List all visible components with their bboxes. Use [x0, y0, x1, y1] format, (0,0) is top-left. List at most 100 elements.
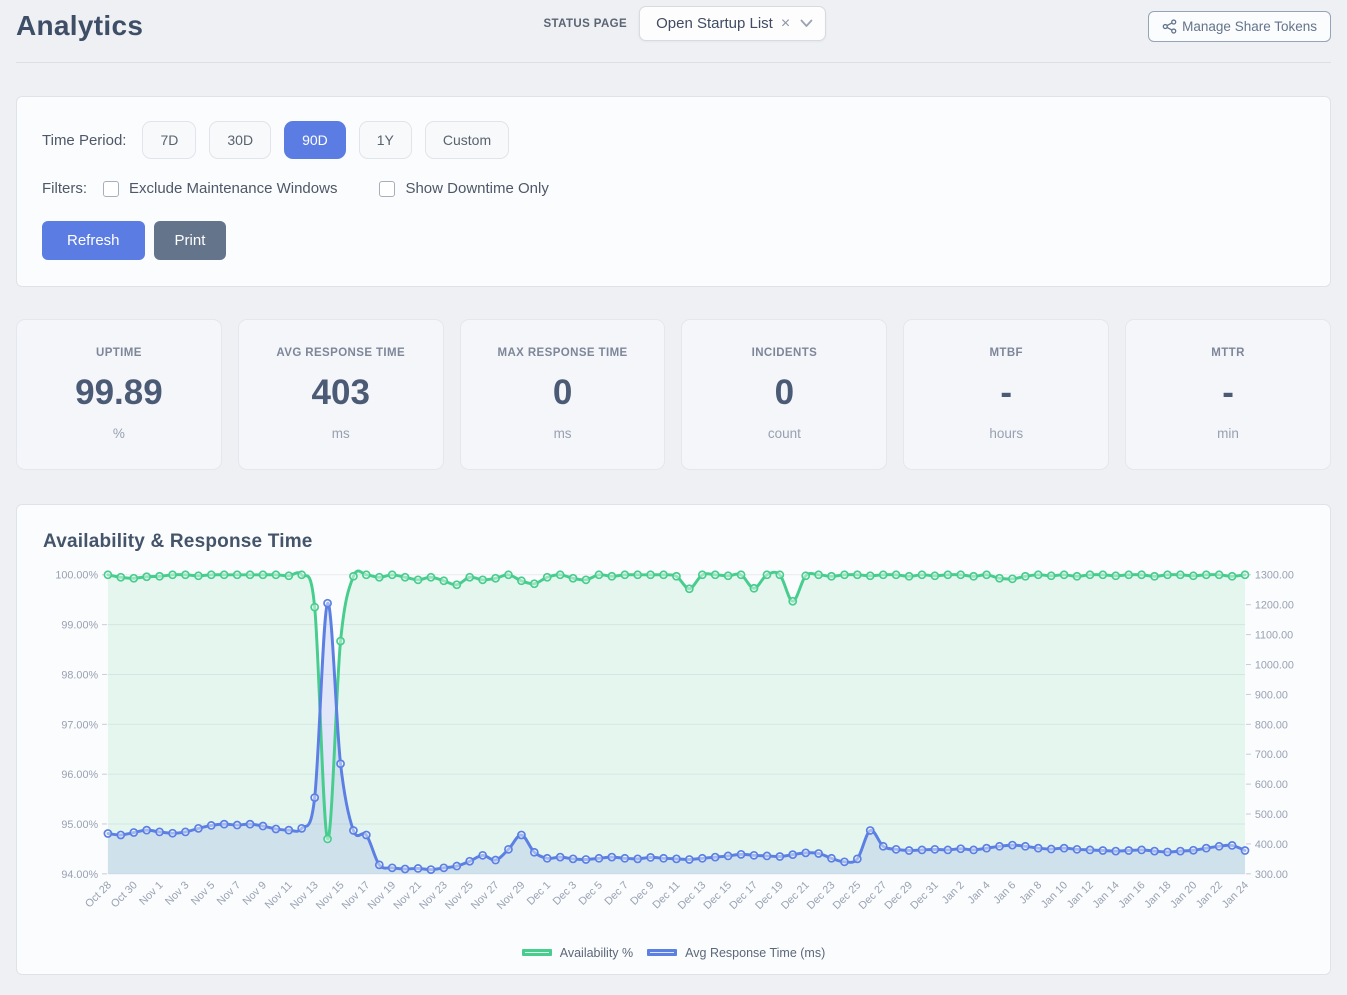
avg-response-time-ms-point [956, 844, 966, 854]
availability-point [581, 575, 591, 585]
legend-item-availability[interactable]: Availability % [521, 945, 634, 960]
availability-point [1188, 571, 1198, 581]
avg-response-time-ms-point [943, 845, 953, 855]
availability-point [387, 570, 397, 580]
availability-point [1137, 570, 1146, 580]
right-axis-tick: 700.00 [1255, 749, 1288, 761]
status-page-group: STATUS PAGE Open Startup List × [543, 6, 827, 41]
avg-response-time-ms-point [491, 855, 500, 865]
avg-response-time-ms-point [801, 848, 811, 858]
availability-point [620, 570, 630, 580]
chevron-down-icon[interactable] [800, 19, 813, 28]
x-axis-tick: Oct 30 [109, 879, 140, 910]
availability-point [1098, 570, 1108, 580]
avg-response-time-ms-point [1240, 846, 1250, 855]
header: Analytics STATUS PAGE Open Startup List … [0, 0, 1347, 52]
availability-point [736, 570, 746, 580]
avg-response-time-ms-point [245, 819, 255, 829]
status-page-select[interactable]: Open Startup List × [639, 6, 827, 41]
availability-point [943, 570, 953, 580]
availability-point [594, 570, 604, 580]
availability-point [155, 571, 164, 581]
left-axis-tick: 99.00% [61, 620, 98, 632]
availability-point [917, 570, 927, 580]
filter-panel: Time Period: 7D 30D 90D 1Y Custom Filters: E… [16, 96, 1331, 287]
availability-line [106, 569, 1247, 841]
avg-response-time-ms-point [646, 853, 655, 862]
manage-share-tokens-button[interactable]: Manage Share Tokens [1148, 10, 1331, 42]
avg-response-time-ms-point [465, 856, 475, 866]
filters-group: Exclude Maintenance Windows Show Downtime… [103, 180, 591, 197]
x-axis-tick: Dec 25 [831, 879, 864, 912]
time-period-1y-button[interactable]: 1Y [358, 121, 412, 159]
legend-label: Availability % [559, 945, 634, 960]
avg-response-time-ms-point [775, 852, 785, 861]
x-axis-tick: Dec 15 [701, 879, 734, 912]
avg-response-time-ms-point [736, 849, 746, 859]
avg-response-time-ms-point [452, 861, 462, 871]
chart-panel: Availability & Response Time 100.00% 99.0… [16, 504, 1331, 975]
stat-unit: ms [331, 426, 350, 441]
x-axis-tick: Jan 10 [1039, 879, 1070, 910]
avg-response-time-ms-point [129, 828, 139, 837]
availability-point [1214, 570, 1224, 580]
show-downtime-only-checkbox[interactable] [379, 180, 396, 197]
avg-response-time-ms-point [168, 828, 177, 838]
avg-response-time-ms-swatch [647, 949, 678, 957]
x-axis-tick: Jan 16 [1116, 879, 1147, 910]
print-button[interactable]: Print [153, 221, 227, 260]
time-period-custom-button[interactable]: Custom [424, 121, 510, 159]
stat-label: MTBF [989, 347, 1023, 359]
x-axis-tick: Jan 2 [940, 879, 967, 906]
availability-point [878, 570, 888, 580]
avg-response-time-ms-point [336, 759, 345, 769]
avg-response-time-ms-point [581, 855, 591, 864]
availability-point [1007, 574, 1017, 584]
availability-point [672, 571, 681, 581]
stat-unit: min [1217, 426, 1239, 441]
availability-swatch [521, 949, 552, 957]
availability-point [142, 572, 152, 582]
avg-response-time-ms-point [982, 843, 991, 853]
avg-response-time-ms-point [568, 854, 578, 864]
avg-response-time-ms-point [749, 850, 759, 860]
avg-response-time-ms-point [852, 854, 862, 864]
avg-response-time-ms-point [1188, 845, 1198, 855]
clear-selection-icon[interactable]: × [780, 14, 791, 32]
x-axis-tick: Nov 21 [391, 879, 424, 912]
time-period-7d-button[interactable]: 7D [142, 121, 197, 159]
availability-point [1163, 570, 1172, 580]
exclude-maintenance-windows-checkbox[interactable] [103, 180, 119, 197]
exclude-maintenance-windows-label: Exclude Maintenance Windows [129, 180, 338, 197]
right-axis-tick: 1000.00 [1255, 659, 1294, 671]
x-axis-tick: Dec 5 [577, 879, 605, 907]
chart-legend: Availability % Avg Response Time (ms) [41, 946, 1306, 960]
avg-response-time-ms-point [1124, 846, 1134, 855]
x-axis-tick: Nov 1 [137, 879, 165, 907]
x-axis-tick: Dec 13 [676, 879, 709, 912]
availability-point [181, 570, 190, 580]
time-period-90d-button[interactable]: 90D [284, 121, 346, 159]
x-axis-tick: Nov 13 [288, 879, 321, 912]
refresh-button[interactable]: Refresh [42, 221, 145, 260]
x-axis-tick: Jan 20 [1168, 879, 1199, 910]
avg-response-time-ms-point [969, 845, 978, 855]
availability-point [762, 570, 772, 580]
time-period-30d-button[interactable]: 30D [209, 121, 272, 159]
legend-item-avg-response-time-ms[interactable]: Avg Response Time (ms) [647, 946, 825, 960]
availability-point [891, 570, 901, 580]
availability-point [633, 570, 643, 580]
availability-point [361, 570, 371, 580]
availability-point [1150, 571, 1159, 581]
filters-row: Filters: Exclude Maintenance Windows Show… [42, 180, 1305, 197]
status-page-selected-value: Open Startup List [656, 15, 773, 32]
avg-response-time-ms-point [930, 844, 940, 854]
time-period-label: Time Period: [42, 131, 127, 149]
availability-point [995, 573, 1004, 583]
availability-point [478, 575, 488, 585]
avg-response-time-ms-point [1046, 844, 1056, 854]
right-axis-tick: 800.00 [1255, 719, 1288, 731]
right-axis-tick: 900.00 [1255, 689, 1288, 701]
availability-point [840, 570, 849, 580]
availability-point [465, 572, 475, 582]
